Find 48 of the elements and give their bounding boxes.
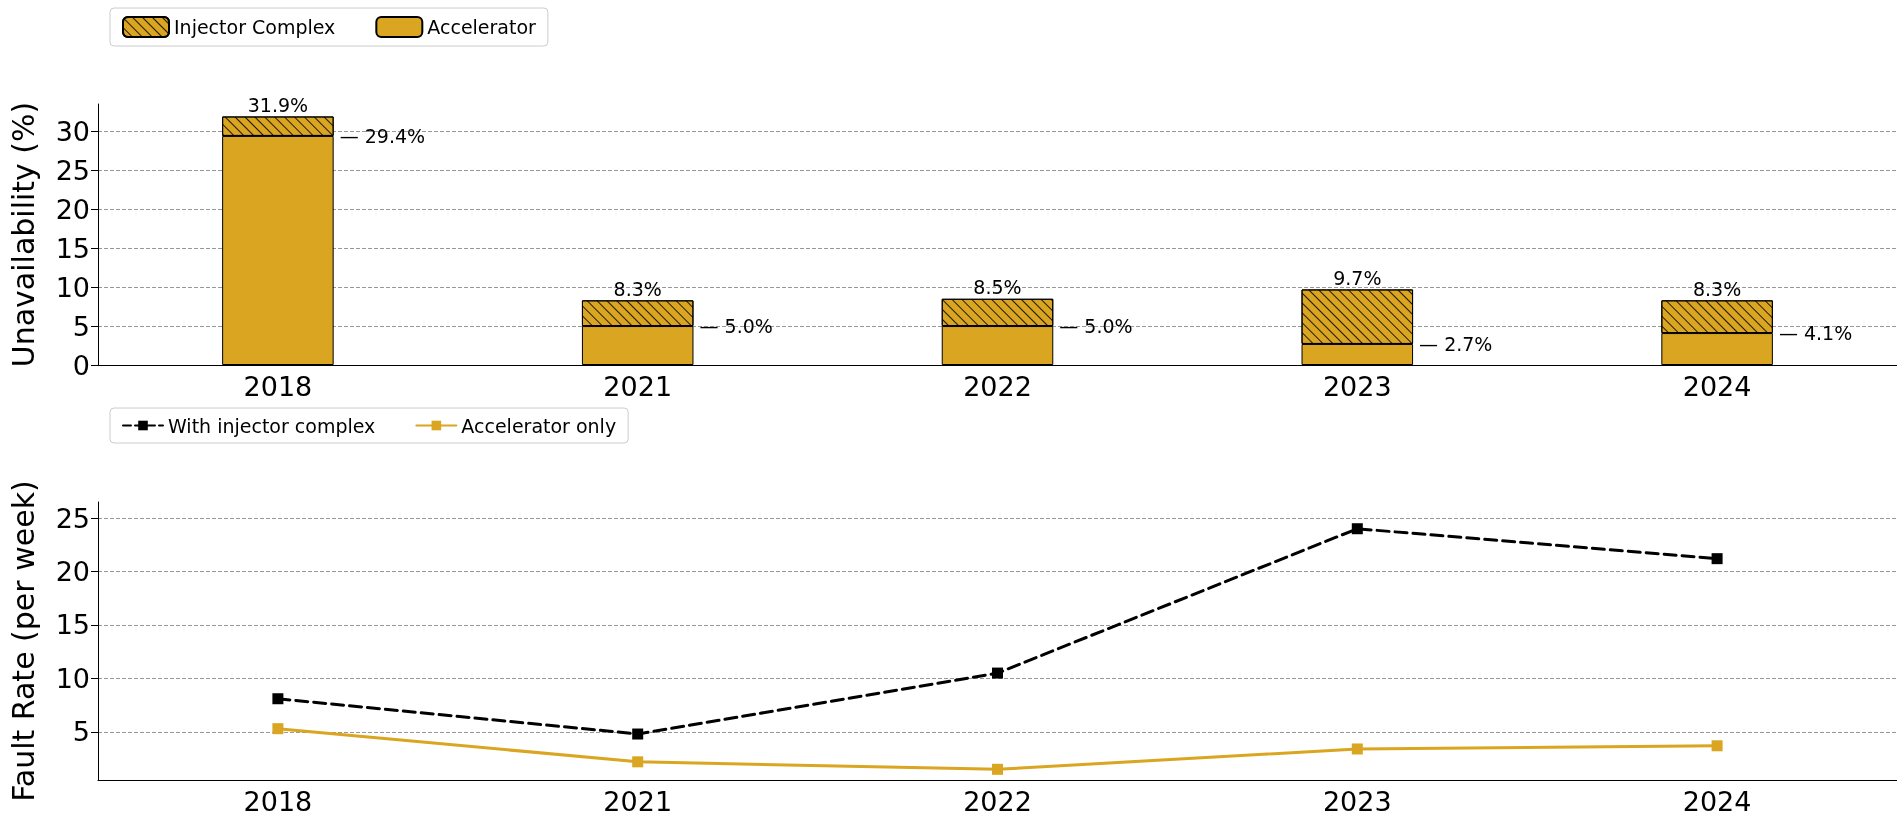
x-tick-label: 2018 [243, 786, 313, 817]
total-label: 9.7% [1333, 266, 1382, 289]
point [1351, 523, 1363, 535]
x-tick-label: 2023 [1322, 371, 1392, 402]
y-axis-title: Fault Rate (per week) [5, 480, 41, 802]
legend-label: With injector complex [168, 414, 376, 437]
annotation: — 29.4% [339, 124, 426, 147]
y-tick-label: 20 [55, 193, 90, 225]
x-tick-label: 2024 [1682, 371, 1752, 402]
legend-label: Injector Complex [174, 16, 336, 38]
annotation: — 2.7% [1419, 332, 1493, 355]
total-label: 8.3% [1692, 277, 1742, 300]
x-tick-label: 2022 [963, 371, 1032, 402]
y-tick-label: 15 [55, 232, 90, 264]
point [272, 693, 284, 705]
point [632, 728, 644, 740]
annotation: — 4.1% [1778, 322, 1853, 345]
y-tick-label: 0 [72, 349, 90, 381]
y-tick-label: 10 [55, 271, 90, 303]
point [1351, 743, 1363, 755]
annotation: — 5.0% [1059, 315, 1133, 338]
total-label: 8.5% [973, 276, 1022, 299]
y-tick-label: 5 [72, 716, 90, 748]
x-tick-label: 2023 [1322, 786, 1392, 817]
x-tick-label: 2021 [603, 371, 673, 402]
legend-label: Accelerator [427, 16, 537, 38]
point [272, 723, 284, 735]
legend-label: Accelerator only [461, 414, 617, 437]
point [1711, 553, 1723, 565]
x-tick-label: 2018 [243, 371, 313, 402]
y-tick-label: 30 [55, 115, 90, 147]
y-tick-label: 5 [72, 310, 90, 342]
x-tick-label: 2022 [963, 786, 1032, 817]
y-tick-label: 10 [55, 662, 90, 694]
x-tick-label: 2021 [603, 786, 673, 817]
point [992, 763, 1003, 775]
point [992, 667, 1003, 679]
point [1711, 740, 1723, 752]
y-tick-label: 20 [55, 556, 90, 587]
y-tick-label: 25 [55, 154, 90, 186]
total-label: 31.9% [247, 93, 309, 116]
y-axis-title: Unavailability (%) [5, 101, 41, 368]
point [632, 756, 644, 768]
x-tick-label: 2024 [1682, 786, 1752, 817]
y-tick-label: 25 [55, 502, 90, 534]
annotation: — 5.0% [699, 315, 773, 338]
total-label: 8.3% [613, 277, 662, 300]
y-tick-label: 15 [55, 609, 90, 641]
